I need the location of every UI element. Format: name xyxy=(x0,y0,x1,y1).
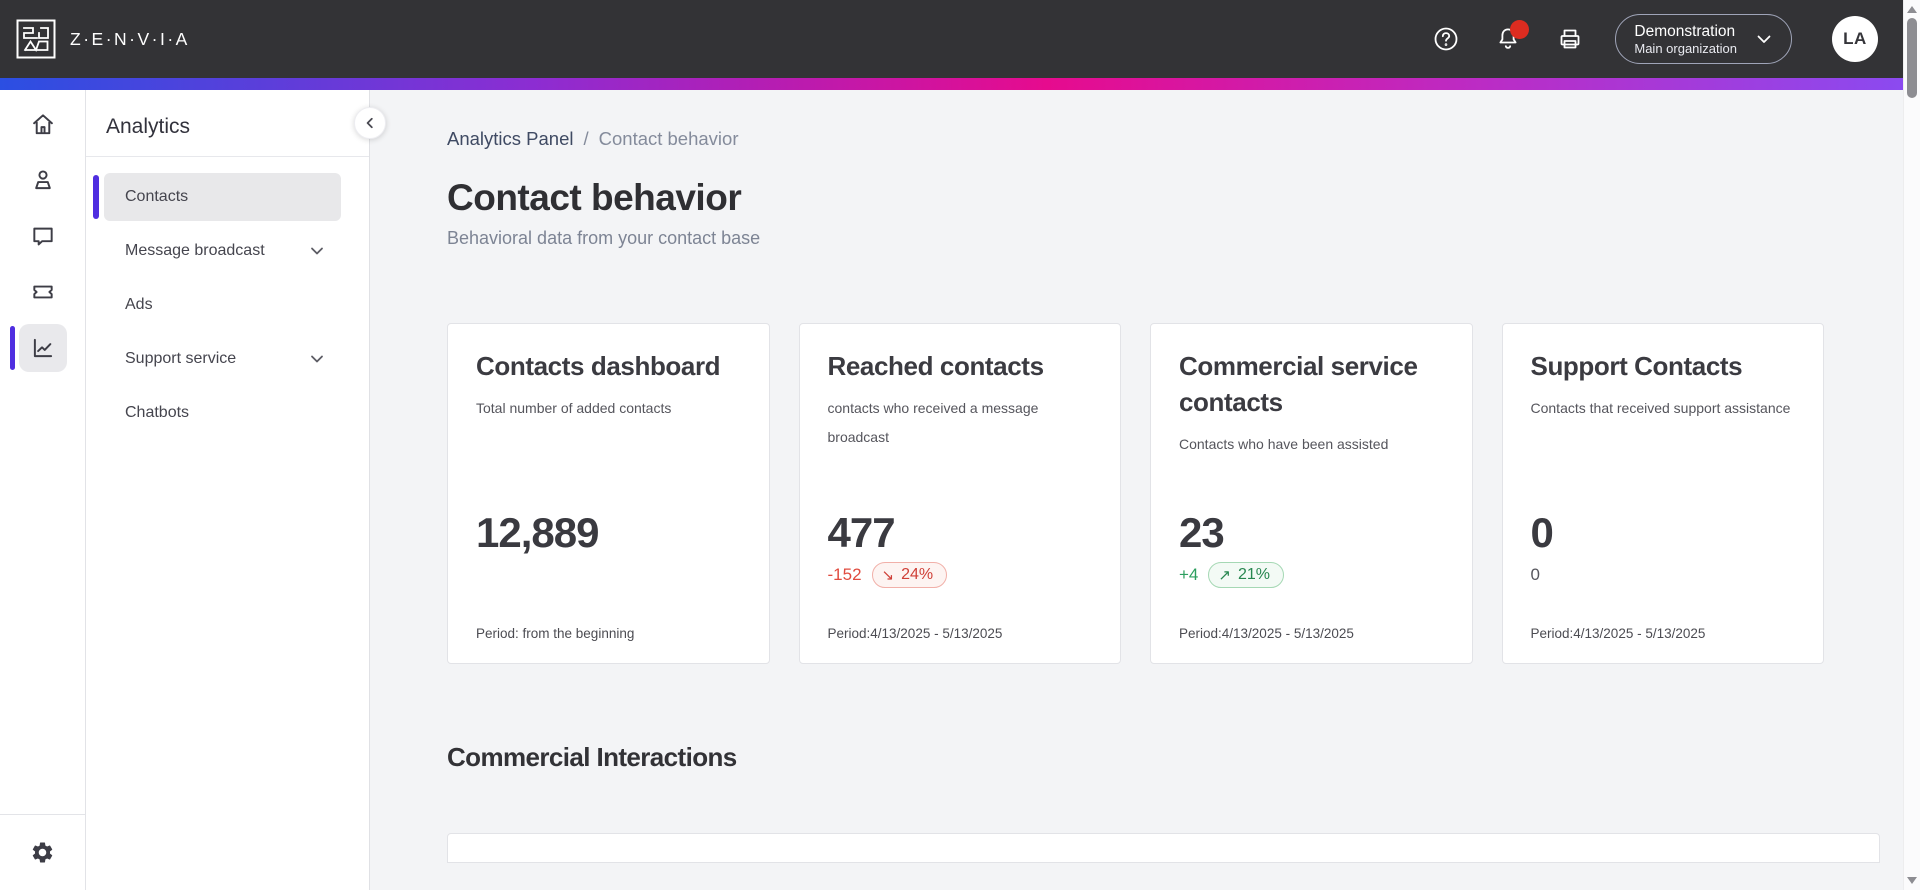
stat-card-trend-badge: ↗ 21% xyxy=(1208,562,1284,588)
stat-card-title: Contacts dashboard xyxy=(476,351,721,381)
avatar-initials: LA xyxy=(1843,29,1867,48)
user-avatar[interactable]: LA xyxy=(1832,16,1878,62)
sidebar-menu: Contacts Message broadcast Ads Support s… xyxy=(86,157,369,437)
stat-card-period: Period:4/13/2025 - 5/13/2025 xyxy=(1179,626,1354,641)
stat-card-subtitle: contacts who received a message broadcas… xyxy=(827,400,1039,445)
stat-card-delta-row: +4 ↗ 21% xyxy=(1179,557,1444,593)
chevron-down-icon xyxy=(311,247,323,255)
stat-card-value: 477 xyxy=(827,509,896,556)
stat-card-value: 23 xyxy=(1179,509,1225,556)
rail-item-conversations[interactable] xyxy=(0,208,86,264)
rail-item-contacts[interactable] xyxy=(0,152,86,208)
stat-card-subtitle: Contacts that received support assistanc… xyxy=(1530,400,1791,416)
stat-card-trend-percent: 21% xyxy=(1237,566,1270,583)
notifications-bell-icon[interactable] xyxy=(1495,20,1530,52)
rail-item-analytics[interactable] xyxy=(0,320,86,376)
scrollbar-down-arrow[interactable] xyxy=(1907,877,1917,884)
sidebar-menu-item[interactable]: Support service xyxy=(104,335,341,383)
breadcrumb: Analytics Panel / Contact behavior xyxy=(447,128,1824,150)
scrollbar-up-arrow[interactable] xyxy=(1907,6,1917,13)
chat-bubble-icon xyxy=(33,227,53,246)
organization-selector[interactable]: Demonstration Main organization xyxy=(1615,14,1792,64)
analytics-chart-icon xyxy=(33,338,53,358)
sidebar-title: Analytics xyxy=(106,115,191,138)
chevron-down-icon xyxy=(1757,35,1771,43)
stat-card-period: Period:4/13/2025 - 5/13/2025 xyxy=(827,626,1003,641)
stat-card: Commercial service contacts Contacts who… xyxy=(1150,323,1473,664)
rail-item-tickets[interactable] xyxy=(0,264,86,320)
stat-card: Contacts dashboard Total number of added… xyxy=(447,323,770,664)
section-heading: Commercial Interactions xyxy=(447,742,737,772)
stat-card: Support Contacts Contacts that received … xyxy=(1501,323,1824,664)
stat-card-delta-row: -152 ↘ 24% xyxy=(828,557,1093,593)
sidebar-item-label: Ads xyxy=(125,296,153,313)
chevron-down-icon xyxy=(311,355,323,363)
stat-card-delta: +4 xyxy=(1179,565,1199,584)
stat-card-delta-row: 0 xyxy=(1531,557,1796,593)
stat-card-delta: -152 xyxy=(827,565,862,584)
sidebar-menu-item[interactable]: Contacts xyxy=(93,173,341,221)
stat-card-title: Commercial service contacts xyxy=(1179,351,1418,417)
sidebar-item-label: Message broadcast xyxy=(125,242,265,259)
stat-cards-row: Contacts dashboard Total number of added… xyxy=(447,323,1824,664)
ticket-icon xyxy=(33,285,53,299)
stat-card-period: Period:4/13/2025 - 5/13/2025 xyxy=(1530,626,1706,641)
sidebar-menu-item[interactable]: Chatbots xyxy=(104,389,341,437)
breadcrumb-separator: / xyxy=(583,128,589,149)
rail-item-home[interactable] xyxy=(0,96,86,152)
rail-item-settings[interactable] xyxy=(0,814,85,890)
stat-card-subtitle: Total number of added contacts xyxy=(476,400,672,416)
stat-card-trend-percent: 24% xyxy=(901,566,934,583)
stat-card-subtitle: Contacts who have been assisted xyxy=(1179,436,1389,452)
stat-card-delta: 0 xyxy=(1530,565,1540,584)
stat-card-value: 12,889 xyxy=(476,509,599,556)
organization-name: Demonstration xyxy=(1634,22,1736,40)
sidebar-menu-item[interactable]: Ads xyxy=(104,281,341,329)
sidebar-item-label: Chatbots xyxy=(125,404,190,421)
vertical-scrollbar[interactable] xyxy=(1903,0,1920,890)
sidebar-collapse-button[interactable] xyxy=(354,107,386,139)
page-subtitle: Behavioral data from your contact base xyxy=(447,228,761,248)
stat-card-value: 0 xyxy=(1530,509,1554,556)
zenvia-wordmark: Z·E·N·V·I·A xyxy=(70,28,190,49)
scrollbar-thumb[interactable] xyxy=(1907,18,1917,98)
breadcrumb-current: Contact behavior xyxy=(598,128,739,149)
stat-card-title: Support Contacts xyxy=(1530,351,1743,381)
help-icon[interactable] xyxy=(1433,26,1459,52)
stat-card-title: Reached contacts xyxy=(827,351,1045,381)
page-title: Contact behavior xyxy=(447,177,742,218)
organization-subtitle: Main organization xyxy=(1634,40,1737,56)
sidebar-menu-item[interactable]: Message broadcast xyxy=(104,227,341,275)
printer-icon[interactable] xyxy=(1557,26,1583,52)
trend-arrow-icon: ↘ xyxy=(881,566,895,584)
zenvia-logo-icon[interactable] xyxy=(16,19,56,59)
sidebar-item-label: Contacts xyxy=(125,188,189,205)
topbar: Z·E·N·V·I·A Demonstration Main organizat… xyxy=(0,0,1903,78)
settings-gear-icon xyxy=(32,842,53,863)
chevron-left-icon xyxy=(366,117,373,129)
sidebar: Analytics Contacts Message broadcast Ads… xyxy=(86,90,370,890)
trend-arrow-icon: ↗ xyxy=(1218,566,1231,584)
commercial-interactions-card xyxy=(447,833,1880,863)
breadcrumb-parent-link[interactable]: Analytics Panel xyxy=(447,128,574,149)
stat-card-period: Period: from the beginning xyxy=(476,626,635,641)
stat-card-trend-badge: ↘ 24% xyxy=(871,562,948,588)
brand-gradient-bar xyxy=(0,78,1903,90)
main-content: Analytics Panel / Contact behavior Conta… xyxy=(370,90,1903,890)
sidebar-divider xyxy=(86,156,369,157)
stat-card-delta-row xyxy=(476,557,741,593)
home-icon xyxy=(33,114,53,135)
icon-rail xyxy=(0,90,86,890)
contacts-person-icon xyxy=(35,170,51,190)
notification-badge-dot xyxy=(1510,20,1530,39)
stat-card: Reached contacts contacts who received a… xyxy=(798,323,1121,664)
sidebar-item-label: Support service xyxy=(125,350,237,367)
